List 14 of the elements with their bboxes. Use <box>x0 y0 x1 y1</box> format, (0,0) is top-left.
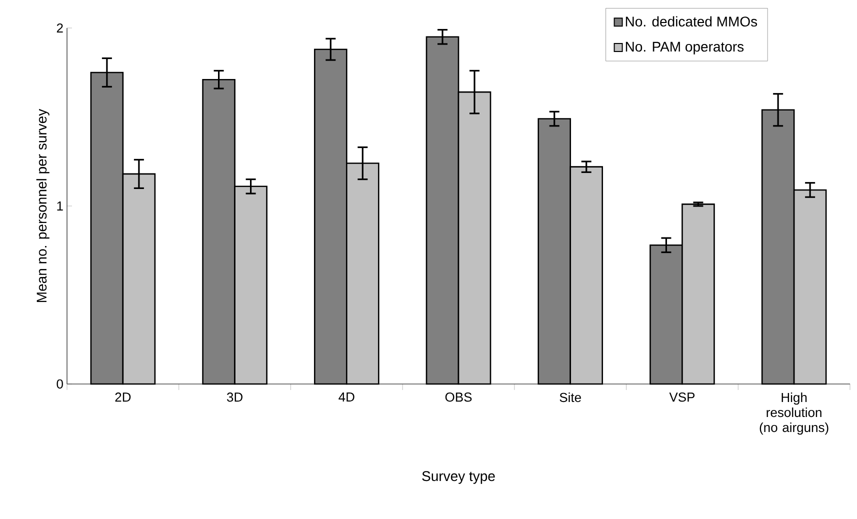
legend-label: No. dedicated MMOs <box>626 16 758 27</box>
legend-label: No. PAM operators <box>626 42 744 54</box>
x-axis-title: Survey type <box>422 471 495 484</box>
y-tick-label: 0 <box>56 379 63 389</box>
x-tick-label: 2D <box>115 392 131 402</box>
x-tick-label: High resolution (no airguns) <box>760 392 828 435</box>
x-tick-label: Site <box>560 392 581 402</box>
y-axis-title: Mean no. personnel per survey <box>36 108 50 302</box>
x-tick-label: 4D <box>338 392 354 402</box>
x-tick-label: VSP <box>669 392 695 402</box>
x-tick-label: 3D <box>226 392 242 402</box>
y-tick-label: 2 <box>56 23 63 33</box>
x-tick-label: OBS <box>445 392 472 402</box>
y-tick-label: 1 <box>57 202 63 210</box>
